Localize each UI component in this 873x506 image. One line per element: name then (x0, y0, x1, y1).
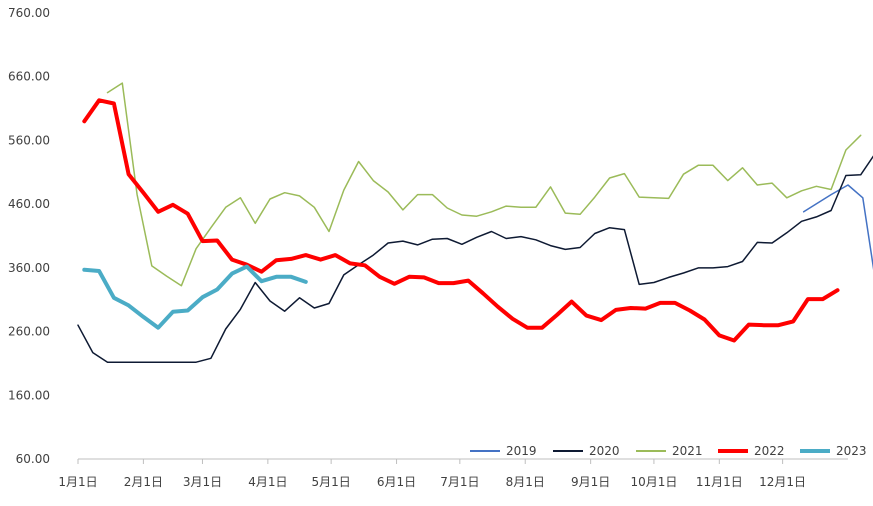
y-tick-label: 260.00 (8, 325, 50, 339)
x-tick-label: 7月1日 (440, 475, 479, 489)
x-tick-label: 8月1日 (506, 475, 545, 489)
y-tick-label: 660.00 (8, 70, 50, 84)
x-tick-label: 9月1日 (571, 475, 610, 489)
x-tick-label: 11月1日 (696, 475, 743, 489)
x-tick-label: 2月1日 (124, 475, 163, 489)
legend: 2019 2020 2021 2022 2023 (470, 444, 867, 458)
y-axis: 60.00 160.00 260.00 360.00 460.00 560.00 660.0… (8, 6, 50, 466)
x-tick-label: 10月1日 (630, 475, 677, 489)
series-line-2023 (82, 264, 308, 330)
series-line-2020 (77, 155, 873, 363)
y-tick-label: 560.00 (8, 133, 50, 147)
y-tick-label: 460.00 (8, 197, 50, 211)
x-tick-label: 6月1日 (377, 475, 416, 489)
x-tick-label: 3月1日 (183, 475, 222, 489)
legend-label: 2020 (589, 444, 620, 458)
x-tick-label: 5月1日 (312, 475, 351, 489)
y-tick-label: 160.00 (8, 388, 50, 402)
y-tick-label: 760.00 (8, 6, 50, 20)
plot-area (77, 82, 873, 363)
series-line-2022 (82, 98, 840, 343)
series-line-2019 (802, 184, 873, 270)
x-axis: 1月1日 2月1日 3月1日 4月1日 5月1日 6月1日 7月1日 8月1日 9月1日 10月1… (58, 459, 806, 489)
legend-label: 2019 (506, 444, 537, 458)
legend-label: 2023 (836, 444, 867, 458)
legend-label: 2022 (754, 444, 785, 458)
legend-label: 2021 (672, 444, 703, 458)
x-tick-label: 4月1日 (248, 475, 287, 489)
x-tick-label: 12月1日 (759, 475, 806, 489)
y-tick-label: 60.00 (16, 452, 50, 466)
series-line-2021 (106, 82, 862, 287)
x-tick-label: 1月1日 (58, 475, 97, 489)
y-tick-label: 360.00 (8, 261, 50, 275)
